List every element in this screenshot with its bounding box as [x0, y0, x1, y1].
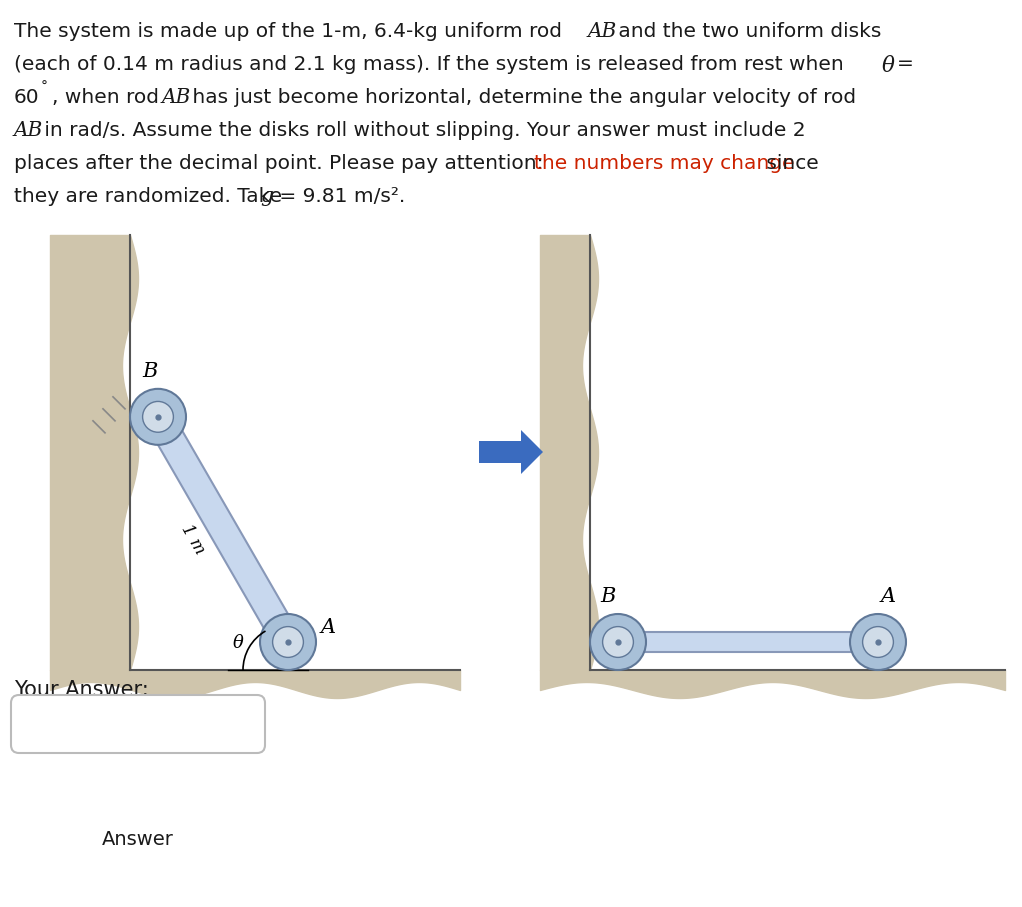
Text: AB: AB: [162, 88, 191, 107]
Circle shape: [850, 614, 905, 670]
Text: in rad/s. Assume the disks roll without slipping. Your answer must include 2: in rad/s. Assume the disks roll without …: [38, 121, 805, 140]
Text: and the two uniform disks: and the two uniform disks: [612, 22, 881, 41]
Text: The system is made up of the 1-m, 6.4-kg uniform rod: The system is made up of the 1-m, 6.4-kg…: [14, 22, 568, 41]
Text: B: B: [142, 362, 157, 381]
Text: , when rod: , when rod: [52, 88, 166, 107]
Text: A: A: [321, 618, 336, 637]
Circle shape: [863, 627, 893, 658]
Text: places after the decimal point. Please pay attention:: places after the decimal point. Please p…: [14, 154, 550, 173]
Polygon shape: [479, 430, 543, 474]
Text: =: =: [897, 54, 914, 73]
Text: A: A: [880, 587, 895, 606]
Circle shape: [603, 627, 634, 658]
Text: since: since: [760, 154, 819, 173]
Circle shape: [590, 614, 646, 670]
Polygon shape: [146, 410, 300, 649]
Text: θ: θ: [233, 634, 244, 652]
Circle shape: [260, 614, 316, 670]
Text: Answer: Answer: [102, 830, 174, 849]
Text: = 9.81 m/s².: = 9.81 m/s².: [273, 187, 406, 206]
Circle shape: [143, 402, 174, 433]
Text: Your Answer:: Your Answer:: [14, 680, 149, 700]
Text: AB: AB: [14, 121, 43, 140]
Text: the numbers may change: the numbers may change: [535, 154, 794, 173]
Text: θ: θ: [882, 55, 895, 77]
Text: (each of 0.14 m radius and 2.1 kg mass). If the system is released from rest whe: (each of 0.14 m radius and 2.1 kg mass).…: [14, 55, 850, 74]
Text: 1 m: 1 m: [178, 522, 208, 558]
Text: AB: AB: [588, 22, 617, 41]
Text: has just become horizontal, determine the angular velocity of rod: has just become horizontal, determine th…: [186, 88, 856, 107]
Text: they are randomized. Take: they are randomized. Take: [14, 187, 288, 206]
Text: B: B: [600, 587, 615, 606]
Text: 60: 60: [14, 88, 40, 107]
FancyBboxPatch shape: [11, 695, 265, 753]
Text: g: g: [260, 187, 273, 206]
Circle shape: [273, 627, 304, 658]
Polygon shape: [618, 632, 878, 652]
Text: °: °: [41, 80, 48, 94]
Circle shape: [130, 389, 186, 444]
